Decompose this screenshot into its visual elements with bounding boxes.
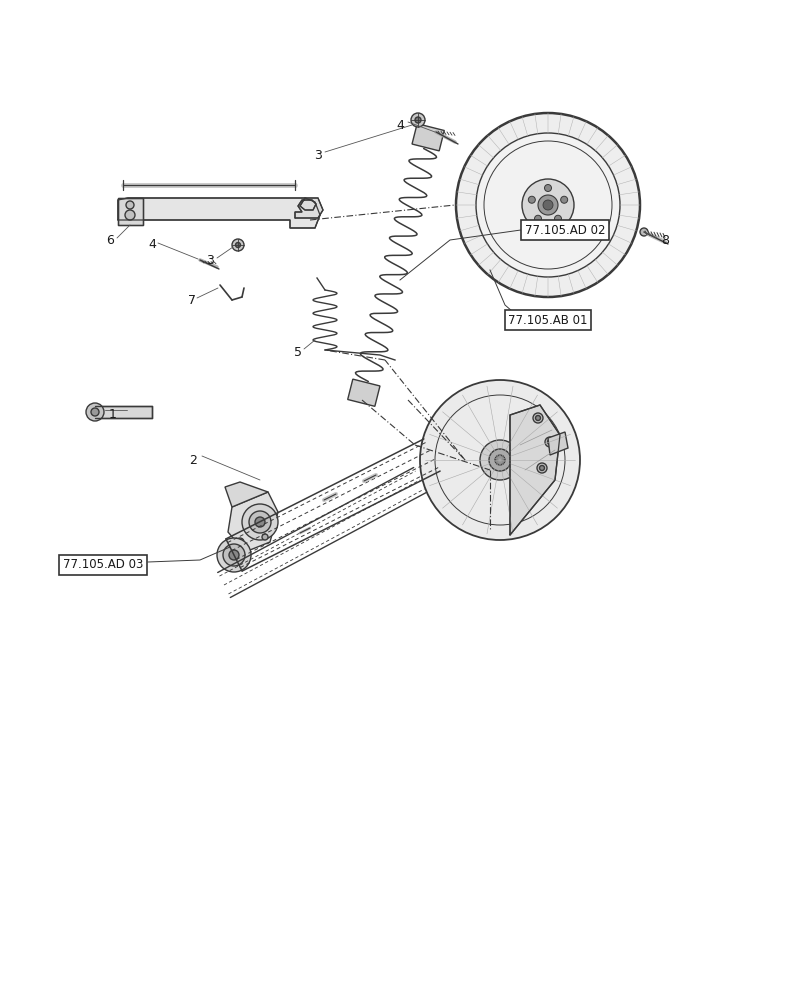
Circle shape bbox=[223, 544, 245, 566]
Polygon shape bbox=[294, 198, 323, 218]
Text: 2: 2 bbox=[189, 454, 197, 466]
Text: 3: 3 bbox=[206, 253, 213, 266]
Circle shape bbox=[532, 413, 543, 423]
Circle shape bbox=[536, 463, 547, 473]
Circle shape bbox=[534, 215, 541, 222]
Polygon shape bbox=[118, 198, 320, 228]
Circle shape bbox=[475, 133, 620, 277]
Circle shape bbox=[495, 455, 504, 465]
Text: 6: 6 bbox=[106, 233, 114, 246]
Circle shape bbox=[479, 440, 519, 480]
Circle shape bbox=[560, 196, 567, 203]
Circle shape bbox=[539, 466, 544, 471]
Text: 77.105.AD 02: 77.105.AD 02 bbox=[524, 224, 604, 237]
Circle shape bbox=[488, 449, 510, 471]
Polygon shape bbox=[411, 124, 444, 151]
Circle shape bbox=[521, 179, 573, 231]
Circle shape bbox=[414, 117, 420, 123]
Text: 4: 4 bbox=[396, 119, 403, 132]
Text: 7: 7 bbox=[188, 294, 195, 306]
Text: 3: 3 bbox=[314, 149, 321, 162]
Circle shape bbox=[217, 538, 251, 572]
Circle shape bbox=[544, 185, 551, 192]
Polygon shape bbox=[228, 492, 277, 552]
Circle shape bbox=[528, 196, 534, 203]
Polygon shape bbox=[118, 198, 143, 225]
Circle shape bbox=[86, 403, 104, 421]
Circle shape bbox=[483, 141, 611, 269]
Circle shape bbox=[543, 200, 552, 210]
Circle shape bbox=[262, 534, 268, 540]
Polygon shape bbox=[547, 432, 568, 455]
Text: 1: 1 bbox=[109, 408, 117, 422]
Circle shape bbox=[249, 511, 271, 533]
Polygon shape bbox=[509, 405, 560, 535]
Circle shape bbox=[547, 440, 551, 444]
Text: 5: 5 bbox=[294, 346, 302, 359]
Circle shape bbox=[236, 538, 243, 546]
Circle shape bbox=[544, 437, 554, 447]
Circle shape bbox=[538, 195, 557, 215]
Circle shape bbox=[229, 550, 238, 560]
Text: 8: 8 bbox=[660, 233, 668, 246]
Polygon shape bbox=[347, 379, 380, 406]
Circle shape bbox=[534, 416, 540, 420]
Polygon shape bbox=[225, 482, 268, 507]
Circle shape bbox=[125, 210, 135, 220]
Circle shape bbox=[410, 113, 424, 127]
Circle shape bbox=[255, 517, 264, 527]
Polygon shape bbox=[95, 406, 152, 418]
Circle shape bbox=[639, 228, 647, 236]
Circle shape bbox=[126, 201, 134, 209]
Circle shape bbox=[232, 239, 243, 251]
Circle shape bbox=[419, 380, 579, 540]
Text: 4: 4 bbox=[148, 238, 156, 251]
Circle shape bbox=[456, 113, 639, 297]
Text: 77.105.AD 03: 77.105.AD 03 bbox=[62, 558, 143, 572]
Text: 77.105.AB 01: 77.105.AB 01 bbox=[508, 314, 587, 326]
Circle shape bbox=[235, 242, 240, 247]
Circle shape bbox=[242, 504, 277, 540]
Circle shape bbox=[554, 215, 560, 222]
Circle shape bbox=[91, 408, 99, 416]
